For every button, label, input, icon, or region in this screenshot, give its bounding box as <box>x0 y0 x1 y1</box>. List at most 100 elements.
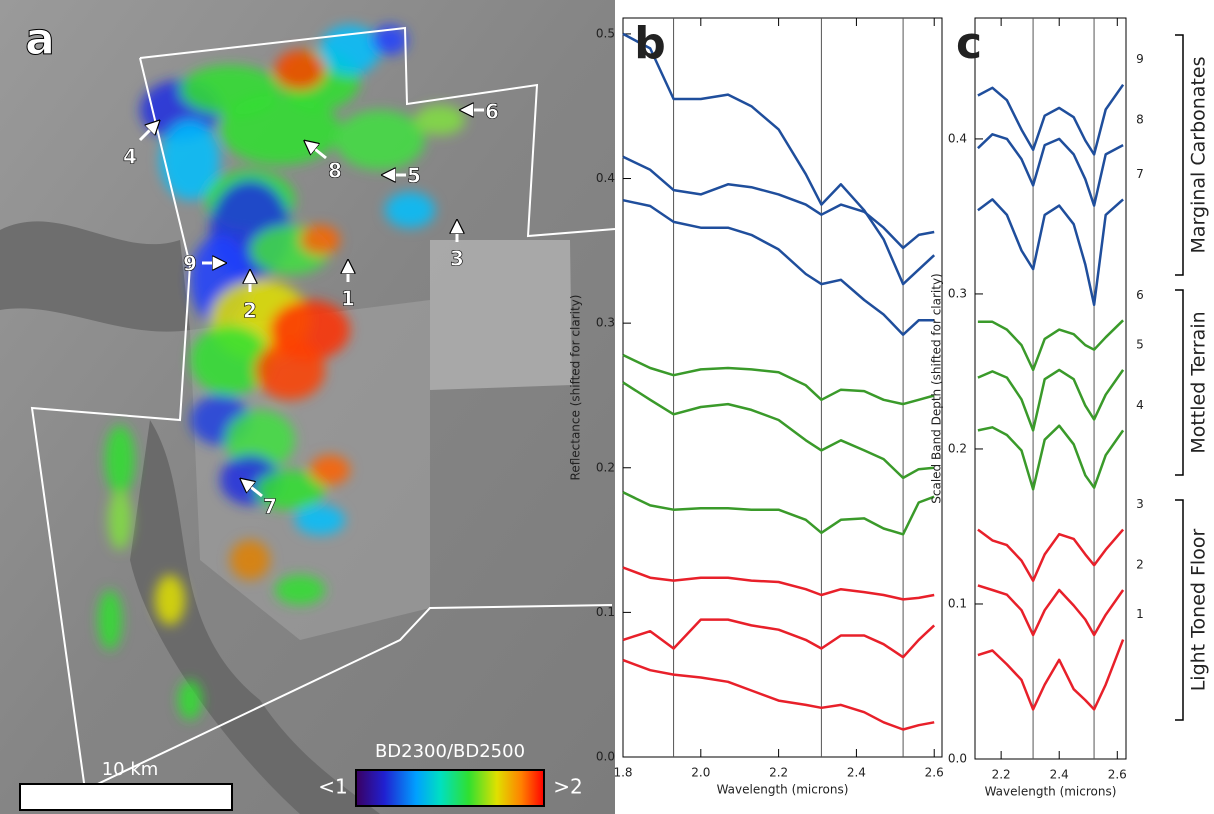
panel-label: b <box>634 18 666 69</box>
group-bracket <box>1175 34 1184 276</box>
series-label: 8 <box>1136 113 1144 127</box>
spectrum-line <box>622 381 935 480</box>
plot-frame <box>622 17 943 758</box>
site-arrow <box>242 480 263 498</box>
y-axis-title: Reflectance (shifted for clarity) <box>569 295 583 481</box>
mineral-patch <box>275 50 325 90</box>
mineral-patch <box>255 340 325 400</box>
y-tick-label: 0.0 <box>948 752 967 766</box>
x-tick-label: 2.4 <box>847 766 866 780</box>
series-label: 1 <box>1136 607 1144 621</box>
mineral-patch <box>225 410 295 470</box>
spectrum-line <box>977 368 1125 432</box>
spectrum-line <box>977 528 1125 582</box>
y-tick-label: 0.1 <box>948 596 967 610</box>
mineral-patch <box>155 575 185 625</box>
mineral-patch <box>372 25 408 55</box>
spectrum-line <box>622 353 935 406</box>
y-tick-label: 0.0 <box>596 750 615 764</box>
colorbar <box>355 769 545 807</box>
mineral-patch <box>275 575 325 605</box>
site-arrow <box>306 142 327 160</box>
scale-label: 10 km <box>102 759 159 780</box>
spectrum-line <box>977 639 1125 711</box>
footprint-outline <box>30 57 613 792</box>
mineral-patch <box>320 25 380 75</box>
y-tick-label: 0.3 <box>596 316 615 330</box>
spectrum-line <box>977 584 1125 637</box>
x-tick-label: 2.2 <box>769 766 788 780</box>
mineral-patch <box>98 590 122 650</box>
mineral-patch <box>385 192 435 228</box>
scale-bar <box>19 783 233 811</box>
spectrum-line <box>622 618 936 659</box>
site-label: 6 <box>485 100 499 124</box>
panel-label: c <box>956 18 982 69</box>
series-label: 9 <box>1136 52 1144 66</box>
group-label: Light Toned Floor <box>1188 529 1210 692</box>
site-label: 2 <box>243 299 257 323</box>
site-label: 5 <box>407 164 421 188</box>
x-axis-title: Wavelength (microns) <box>717 783 849 797</box>
series-label: 6 <box>1136 288 1144 302</box>
spectrum-line <box>622 566 935 601</box>
spectrum-line <box>622 658 935 731</box>
mineral-patch <box>178 680 202 720</box>
map-panel: a 10 km BD2300/BD2500 <1 >2 1 2 3 4 5 6 7 8 9 <box>0 0 616 814</box>
y-tick-label: 0.3 <box>948 286 967 300</box>
series-label: 3 <box>1136 497 1144 511</box>
group-bracket <box>1175 499 1184 721</box>
spectra-panel: 0.0 0.1 0.2 0.3 0.4 2.2 2.4 2.6 9 8 7 6 5 4 3 2 1 c Wavele… <box>930 17 1210 799</box>
mineral-patch <box>310 455 350 485</box>
y-tick-label: 0.2 <box>596 460 615 474</box>
mineral-map <box>98 25 465 720</box>
series-label: 4 <box>1136 398 1144 412</box>
group-label: Marginal Carbonates <box>1188 57 1210 254</box>
series-label: 5 <box>1136 337 1144 351</box>
site-label: 1 <box>341 287 355 311</box>
spectrum-line <box>622 491 935 536</box>
x-tick-label: 2.4 <box>1050 768 1069 782</box>
site-arrow <box>138 122 158 142</box>
spectrum-line <box>622 198 935 336</box>
spectrum-line <box>977 424 1125 491</box>
site-label: 7 <box>263 495 277 519</box>
series-label: 7 <box>1136 167 1144 181</box>
mineral-patch <box>160 120 220 200</box>
x-tick-label: 2.6 <box>1108 768 1127 782</box>
x-tick-label: 2.2 <box>992 768 1011 782</box>
panel-label: a <box>25 14 55 65</box>
mineral-patch <box>108 490 132 550</box>
spectra-panel: 0.0 0.1 0.2 0.3 0.4 0.5 1.8 2.0 2.2 2.4 2.6 b Wavele… <box>569 17 944 797</box>
plot-frame <box>974 17 1127 760</box>
colorbar-max: >2 <box>553 775 582 799</box>
site-label: 4 <box>123 145 137 169</box>
terrain-light <box>430 240 572 390</box>
y-tick-label: 0.1 <box>596 605 615 619</box>
x-axis-title: Wavelength (microns) <box>985 785 1117 799</box>
mineral-patch <box>190 325 270 395</box>
mineral-patch <box>255 470 325 510</box>
spectrum-line <box>977 133 1124 207</box>
mineral-patch <box>415 105 465 135</box>
colorbar-title: BD2300/BD2500 <box>375 741 525 762</box>
x-tick-label: 2.6 <box>925 766 944 780</box>
spectrum-line <box>977 198 1124 307</box>
footprint-outline <box>139 26 616 238</box>
mineral-patch <box>230 540 270 580</box>
spectrum-line <box>977 319 1124 372</box>
y-tick-label: 0.5 <box>596 26 615 40</box>
y-axis-title: Scaled Band Depth (shifted for clarity) <box>930 273 944 503</box>
mineral-patch <box>105 425 135 495</box>
site-label: 8 <box>328 159 342 183</box>
mineral-patch <box>300 225 340 255</box>
x-tick-label: 1.8 <box>613 766 632 780</box>
spectrum-line <box>977 83 1125 156</box>
mineral-patch <box>335 110 425 170</box>
mineral-patch <box>295 505 345 535</box>
x-tick-label: 2.0 <box>691 766 710 780</box>
group-label: Mottled Terrain <box>1188 311 1210 453</box>
group-bracket <box>1175 289 1184 476</box>
spectrum-line <box>622 155 935 250</box>
